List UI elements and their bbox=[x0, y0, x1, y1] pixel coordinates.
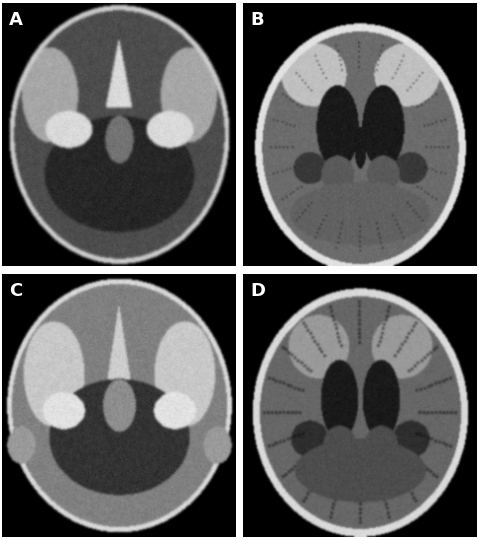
Text: D: D bbox=[250, 282, 265, 300]
Text: C: C bbox=[10, 282, 23, 300]
Text: A: A bbox=[10, 11, 23, 29]
Text: B: B bbox=[250, 11, 263, 29]
